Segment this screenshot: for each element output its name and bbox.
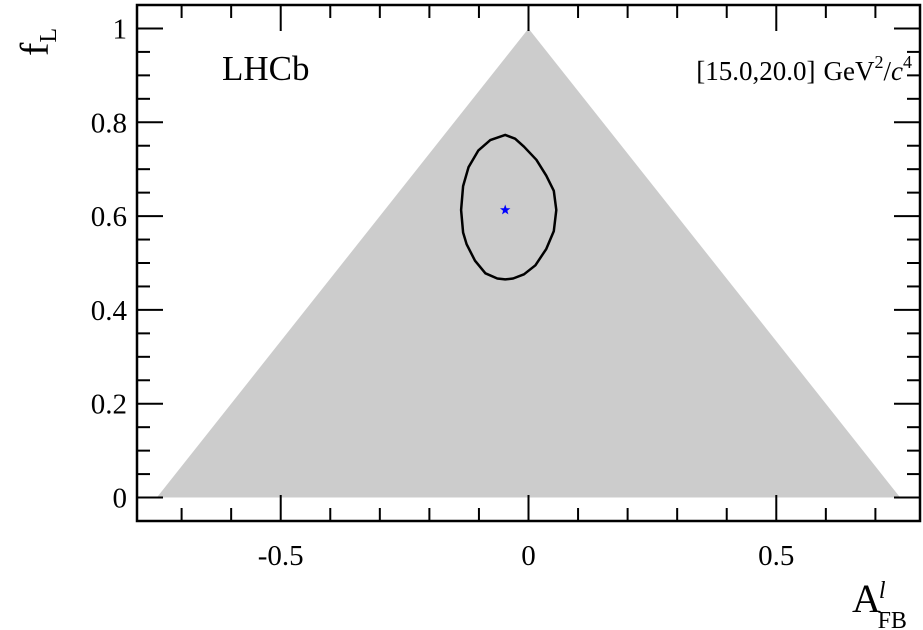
x-tick-label: -0.5: [258, 540, 304, 572]
x-tick-label: 0: [521, 540, 536, 572]
contour: [459, 133, 558, 281]
bin-label: [15.0,20.0] GeV2/c4: [696, 52, 912, 86]
y-tick-label: 0.8: [91, 107, 127, 139]
experiment-label: LHCb: [222, 49, 310, 88]
x-axis-title: Al FB: [852, 576, 907, 630]
y-axis-title: fL: [12, 28, 62, 56]
y-tick-label: 0.6: [91, 201, 127, 233]
y-tick-label: 0: [113, 483, 128, 515]
y-tick-label: 0.2: [91, 389, 127, 421]
tick-labels: -0.5 0 0.5 0 0.2 0.4 0.6 0.8 1: [91, 13, 795, 572]
x-tick-label: 0.5: [758, 540, 794, 572]
y-tick-label: 0.4: [91, 295, 128, 327]
y-tick-label: 1: [113, 13, 128, 45]
axis-ticks: [137, 5, 920, 521]
best-fit-marker: [500, 204, 511, 215]
allowed-region: [156, 28, 901, 498]
svg-text:fL: fL: [12, 28, 62, 56]
